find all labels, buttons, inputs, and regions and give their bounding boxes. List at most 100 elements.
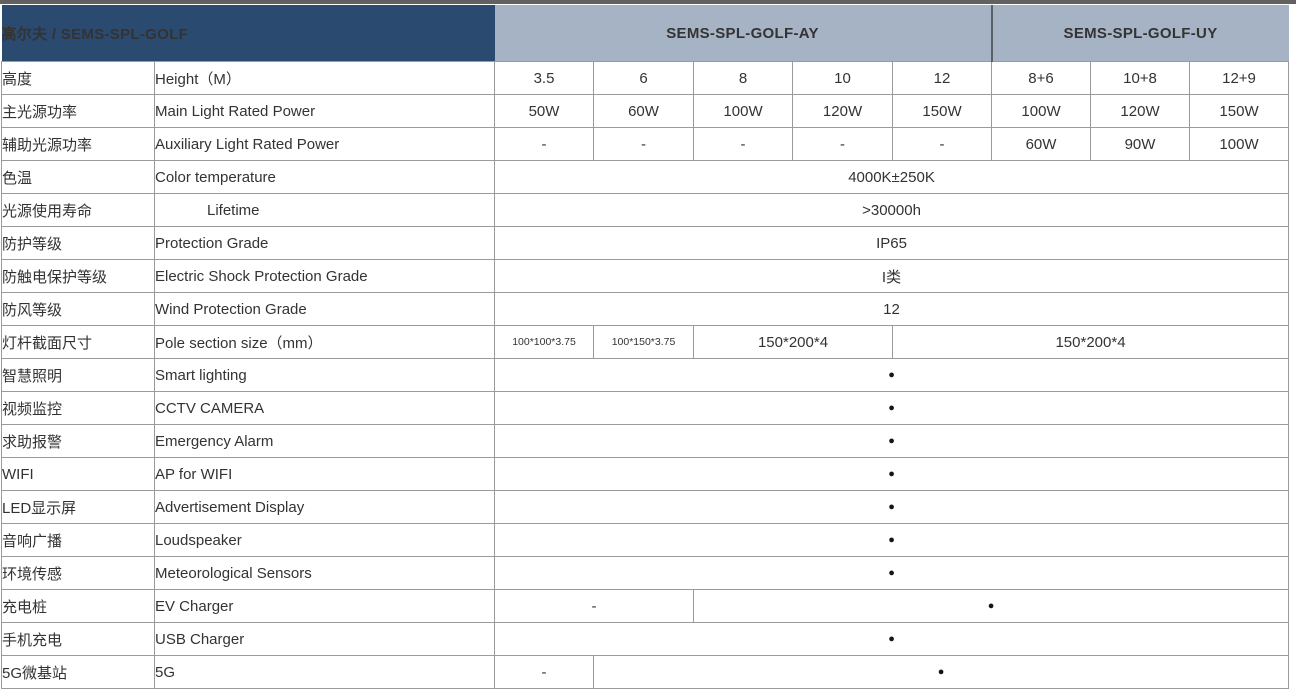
table-row: 5G微基站 5G - ● bbox=[1, 655, 1290, 689]
feature-dot-cell: ● bbox=[593, 655, 1290, 689]
table-row: 灯杆截面尺寸 Pole section size（mm） 100*100*3.75 1… bbox=[1, 325, 1290, 359]
spec-table: 高尔夫 / SEMS-SPL-GOLF SEMS-SPL-GOLF-AY SEM… bbox=[1, 5, 1290, 689]
feature-dot-cell: ● bbox=[494, 490, 1290, 524]
row-label-zh: WIFI bbox=[1, 457, 155, 491]
value-cell: 60W bbox=[593, 94, 695, 128]
feature-dot-cell: ● bbox=[494, 424, 1290, 458]
value-cell: - bbox=[892, 127, 993, 161]
table-row: 视频监控 CCTV CAMERA ● bbox=[1, 391, 1290, 425]
table-row: 色温 Color temperature 4000K±250K bbox=[1, 160, 1290, 194]
value-cell: 4000K±250K bbox=[494, 160, 1290, 194]
row-label-zh: 防触电保护等级 bbox=[1, 259, 155, 293]
value-cell: 120W bbox=[1090, 94, 1191, 128]
row-label-zh: 充电桩 bbox=[1, 589, 155, 623]
row-label-zh: 环境传感 bbox=[1, 556, 155, 590]
feature-dot-cell: ● bbox=[494, 457, 1290, 491]
row-label-en: Emergency Alarm bbox=[153, 424, 496, 458]
row-label-en: Loudspeaker bbox=[153, 523, 496, 557]
feature-dot-cell: ● bbox=[494, 523, 1290, 557]
value-cell: 8 bbox=[693, 61, 794, 95]
group-header-ay: SEMS-SPL-GOLF-AY bbox=[494, 5, 992, 62]
table-row: LED显示屏 Advertisement Display ● bbox=[1, 490, 1290, 524]
group-header-uy: SEMS-SPL-GOLF-UY bbox=[990, 5, 1289, 62]
value-cell: 10 bbox=[792, 61, 894, 95]
top-accent-bar bbox=[0, 0, 1296, 4]
feature-dot-cell: ● bbox=[693, 589, 1290, 623]
value-cell: 12 bbox=[892, 61, 993, 95]
feature-dot-cell: ● bbox=[494, 622, 1290, 656]
table-header-row: 高尔夫 / SEMS-SPL-GOLF SEMS-SPL-GOLF-AY SEM… bbox=[1, 5, 1289, 62]
value-cell: I类 bbox=[494, 259, 1290, 293]
spec-table-body: 高度 Height（M） 3.5 6 8 10 12 8+6 10+8 12+9 主光源功率 Main… bbox=[1, 61, 1290, 689]
value-cell: 8+6 bbox=[991, 61, 1092, 95]
value-cell: - bbox=[494, 589, 695, 623]
row-label-en: CCTV CAMERA bbox=[153, 391, 496, 425]
row-label-en: Meteorological Sensors bbox=[153, 556, 496, 590]
value-cell: 150*200*4 bbox=[693, 325, 894, 359]
row-label-en: Color temperature bbox=[153, 160, 496, 194]
value-cell: 60W bbox=[991, 127, 1092, 161]
row-label-en: Wind Protection Grade bbox=[153, 292, 496, 326]
table-row: 环境传感 Meteorological Sensors ● bbox=[1, 556, 1290, 590]
value-cell: - bbox=[593, 127, 695, 161]
row-label-en: USB Charger bbox=[153, 622, 496, 656]
table-row: 充电桩 EV Charger - ● bbox=[1, 589, 1290, 623]
table-row: WIFI AP for WIFI ● bbox=[1, 457, 1290, 491]
feature-dot-cell: ● bbox=[494, 391, 1290, 425]
value-cell: 90W bbox=[1090, 127, 1191, 161]
table-row: 音响广播 Loudspeaker ● bbox=[1, 523, 1290, 557]
table-row: 辅助光源功率 Auxiliary Light Rated Power - - - - -60… bbox=[1, 127, 1290, 161]
row-label-en: 5G bbox=[153, 655, 496, 689]
table-row: 防护等级 Protection Grade IP65 bbox=[1, 226, 1290, 260]
value-cell: - bbox=[494, 127, 595, 161]
table-row: 光源使用寿命 Lifetime >30000h bbox=[1, 193, 1290, 227]
table-row: 手机充电 USB Charger ● bbox=[1, 622, 1290, 656]
value-cell: 100*150*3.75 bbox=[593, 325, 695, 359]
row-label-zh: 视频监控 bbox=[1, 391, 155, 425]
value-cell: 3.5 bbox=[494, 61, 595, 95]
row-label-en: Lifetime bbox=[153, 193, 496, 227]
row-label-en: Main Light Rated Power bbox=[153, 94, 496, 128]
value-cell: 100W bbox=[693, 94, 794, 128]
row-label-zh: 主光源功率 bbox=[1, 94, 155, 128]
row-label-en: Auxiliary Light Rated Power bbox=[153, 127, 496, 161]
row-label-zh: LED显示屏 bbox=[1, 490, 155, 524]
feature-dot-cell: ● bbox=[494, 358, 1290, 392]
row-label-en: AP for WIFI bbox=[153, 457, 496, 491]
row-label-zh: 灯杆截面尺寸 bbox=[1, 325, 155, 359]
row-label-zh: 光源使用寿命 bbox=[1, 193, 155, 227]
value-cell: 12+9 bbox=[1189, 61, 1290, 95]
row-label-en: EV Charger bbox=[153, 589, 496, 623]
value-cell: 100W bbox=[991, 94, 1092, 128]
value-cell: 6 bbox=[593, 61, 695, 95]
value-cell: >30000h bbox=[494, 193, 1290, 227]
value-cell: - bbox=[792, 127, 894, 161]
table-row: 高度 Height（M） 3.5 6 8 10 12 8+6 10+8 12+9 bbox=[1, 61, 1290, 95]
row-label-en: Height（M） bbox=[153, 61, 496, 95]
value-cell: 120W bbox=[792, 94, 894, 128]
row-label-zh: 求助报警 bbox=[1, 424, 155, 458]
value-cell: 50W bbox=[494, 94, 595, 128]
value-cell: 150*200*4 bbox=[892, 325, 1290, 359]
row-label-en: Electric Shock Protection Grade bbox=[153, 259, 496, 293]
row-label-en: Smart lighting bbox=[153, 358, 496, 392]
row-label-zh: 辅助光源功率 bbox=[1, 127, 155, 161]
value-cell: - bbox=[494, 655, 595, 689]
row-label-zh: 5G微基站 bbox=[1, 655, 155, 689]
row-label-en: Protection Grade bbox=[153, 226, 496, 260]
value-cell: IP65 bbox=[494, 226, 1290, 260]
value-cell: 12 bbox=[494, 292, 1290, 326]
row-label-zh: 防风等级 bbox=[1, 292, 155, 326]
value-cell: 100*100*3.75 bbox=[494, 325, 595, 359]
table-row: 防风等级 Wind Protection Grade 12 bbox=[1, 292, 1290, 326]
row-label-zh: 音响广播 bbox=[1, 523, 155, 557]
row-label-zh: 手机充电 bbox=[1, 622, 155, 656]
table-row: 防触电保护等级 Electric Shock Protection Grade I类 bbox=[1, 259, 1290, 293]
row-label-zh: 高度 bbox=[1, 61, 155, 95]
table-row: 主光源功率 Main Light Rated Power 50W 60W 100W 120… bbox=[1, 94, 1290, 128]
row-label-zh: 智慧照明 bbox=[1, 358, 155, 392]
table-row: 求助报警 Emergency Alarm ● bbox=[1, 424, 1290, 458]
row-label-en: Advertisement Display bbox=[153, 490, 496, 524]
value-cell: 10+8 bbox=[1090, 61, 1191, 95]
row-label-en: Pole section size（mm） bbox=[153, 325, 496, 359]
